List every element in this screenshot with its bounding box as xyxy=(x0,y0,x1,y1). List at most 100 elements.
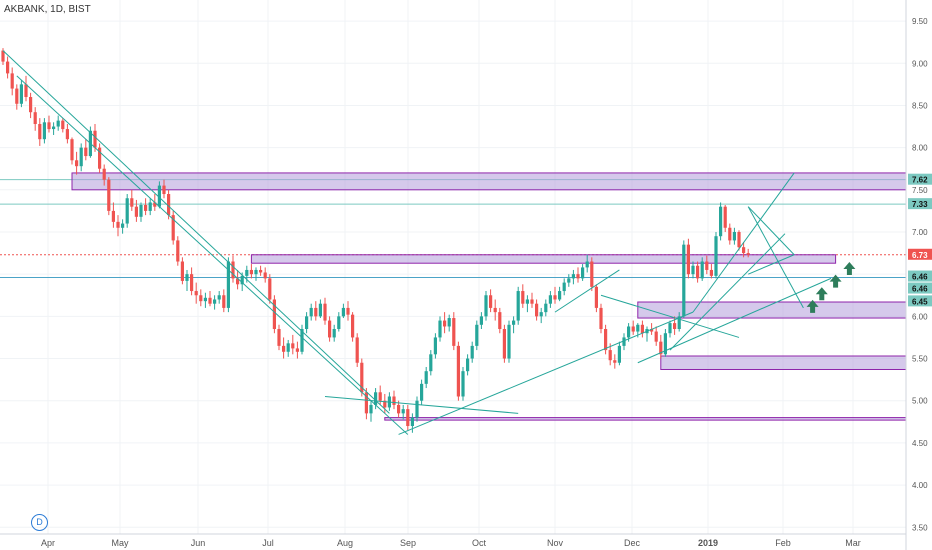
candle-body xyxy=(10,73,14,89)
trendline xyxy=(398,311,694,435)
candle-body xyxy=(148,202,152,211)
candle-body xyxy=(185,274,189,281)
candle xyxy=(176,236,180,266)
candle xyxy=(535,299,539,321)
candle xyxy=(213,295,217,310)
candle-body xyxy=(98,147,102,169)
candle xyxy=(475,320,479,351)
candle xyxy=(305,312,309,334)
price-badge-label: 6.45 xyxy=(912,297,928,306)
candle xyxy=(332,324,336,342)
candle xyxy=(714,231,718,279)
candle xyxy=(102,164,106,186)
candle xyxy=(433,333,437,359)
candle xyxy=(328,316,332,342)
candle xyxy=(443,312,447,334)
candle xyxy=(139,202,143,222)
candle-body xyxy=(544,303,548,313)
candle-body xyxy=(318,303,322,317)
candle-body xyxy=(328,320,332,338)
candle-body xyxy=(502,329,506,359)
candle xyxy=(254,267,258,281)
candle xyxy=(732,227,736,245)
candle xyxy=(111,202,115,228)
candle xyxy=(525,295,529,313)
candle xyxy=(742,242,746,258)
candle xyxy=(291,334,295,355)
candle xyxy=(134,199,138,222)
candle xyxy=(544,299,548,317)
candle-body xyxy=(351,314,355,338)
candle xyxy=(590,257,594,292)
x-tick-label: Feb xyxy=(775,538,791,548)
candle xyxy=(203,292,207,308)
candle-body xyxy=(70,139,74,161)
candle-body xyxy=(194,291,198,296)
trendline xyxy=(554,269,620,313)
candle xyxy=(604,324,608,355)
candle xyxy=(397,400,401,418)
candle-body xyxy=(102,168,106,180)
candle-body xyxy=(452,318,456,346)
candle-body xyxy=(107,179,111,211)
candle-body xyxy=(705,261,709,270)
candle xyxy=(470,341,474,363)
candle xyxy=(654,326,658,346)
trendline xyxy=(637,277,832,364)
candle-body xyxy=(507,324,511,359)
candle-body xyxy=(581,267,585,279)
candle-body xyxy=(341,307,345,317)
candle-body xyxy=(171,215,175,241)
trendline xyxy=(2,50,390,414)
candles xyxy=(1,48,750,433)
candle-body xyxy=(300,329,304,352)
candle xyxy=(194,282,198,304)
candle xyxy=(493,299,497,321)
candle-body xyxy=(226,261,230,308)
candle xyxy=(516,286,520,325)
y-tick-label: 6.00 xyxy=(912,312,928,321)
candle xyxy=(374,388,378,410)
candle xyxy=(489,289,493,313)
trendline xyxy=(600,294,740,338)
candle xyxy=(162,179,166,199)
candle-body xyxy=(447,318,451,327)
candle xyxy=(360,358,364,397)
y-tick-label: 9.00 xyxy=(912,59,928,68)
candle-body xyxy=(617,345,621,363)
candle-body xyxy=(650,329,654,332)
candle xyxy=(686,238,690,279)
candle-body xyxy=(420,383,424,401)
candle-body xyxy=(314,307,318,317)
candle-body xyxy=(291,343,295,349)
candle xyxy=(52,122,56,135)
candle xyxy=(410,413,414,433)
candle-body xyxy=(631,326,635,332)
candle-body xyxy=(525,299,529,304)
candle-body xyxy=(61,120,65,130)
candle-body xyxy=(461,371,465,397)
candle-body xyxy=(309,307,313,317)
candle xyxy=(157,181,161,209)
candle-body xyxy=(167,194,171,216)
candle-body xyxy=(79,147,83,167)
candle-body xyxy=(746,253,750,255)
candle-body xyxy=(392,396,396,405)
tradingview-logo-icon: D xyxy=(31,514,48,531)
candle xyxy=(719,202,723,241)
candle xyxy=(576,267,580,283)
candle xyxy=(208,291,212,307)
candle xyxy=(263,267,267,283)
up-arrow-icon xyxy=(843,261,856,275)
candle xyxy=(10,67,14,96)
support-resistance-zone xyxy=(250,254,837,264)
candle xyxy=(355,333,359,367)
candle-body xyxy=(295,348,299,352)
candle-body xyxy=(47,122,51,130)
candle xyxy=(420,379,424,405)
candle-body xyxy=(332,329,336,338)
candle xyxy=(185,269,189,292)
candle xyxy=(617,341,621,366)
candle-body xyxy=(668,323,672,334)
